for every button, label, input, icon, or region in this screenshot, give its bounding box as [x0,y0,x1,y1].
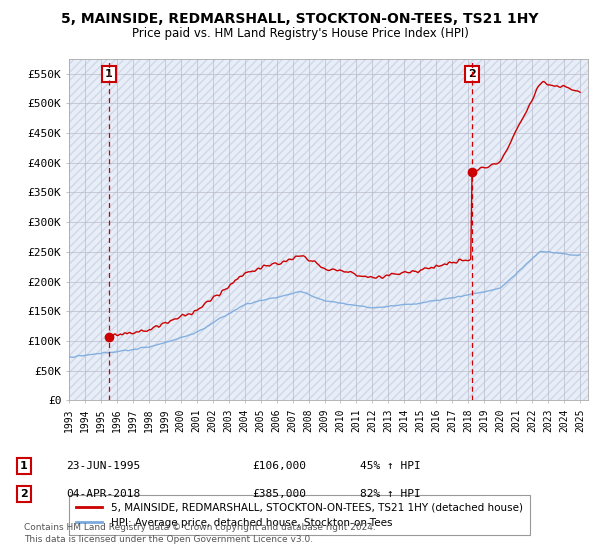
Legend: 5, MAINSIDE, REDMARSHALL, STOCKTON-ON-TEES, TS21 1HY (detached house), HPI: Aver: 5, MAINSIDE, REDMARSHALL, STOCKTON-ON-TE… [69,496,530,535]
Text: Price paid vs. HM Land Registry's House Price Index (HPI): Price paid vs. HM Land Registry's House … [131,27,469,40]
Text: £385,000: £385,000 [252,489,306,499]
Text: 23-JUN-1995: 23-JUN-1995 [66,461,140,471]
Text: 45% ↑ HPI: 45% ↑ HPI [360,461,421,471]
Text: £106,000: £106,000 [252,461,306,471]
Text: 2: 2 [20,489,28,499]
Text: 1: 1 [20,461,28,471]
Text: 2: 2 [469,69,476,79]
Text: 82% ↑ HPI: 82% ↑ HPI [360,489,421,499]
Text: Contains HM Land Registry data © Crown copyright and database right 2024.: Contains HM Land Registry data © Crown c… [24,523,376,532]
Text: This data is licensed under the Open Government Licence v3.0.: This data is licensed under the Open Gov… [24,535,313,544]
Text: 04-APR-2018: 04-APR-2018 [66,489,140,499]
Text: 1: 1 [105,69,112,79]
Text: 5, MAINSIDE, REDMARSHALL, STOCKTON-ON-TEES, TS21 1HY: 5, MAINSIDE, REDMARSHALL, STOCKTON-ON-TE… [61,12,539,26]
